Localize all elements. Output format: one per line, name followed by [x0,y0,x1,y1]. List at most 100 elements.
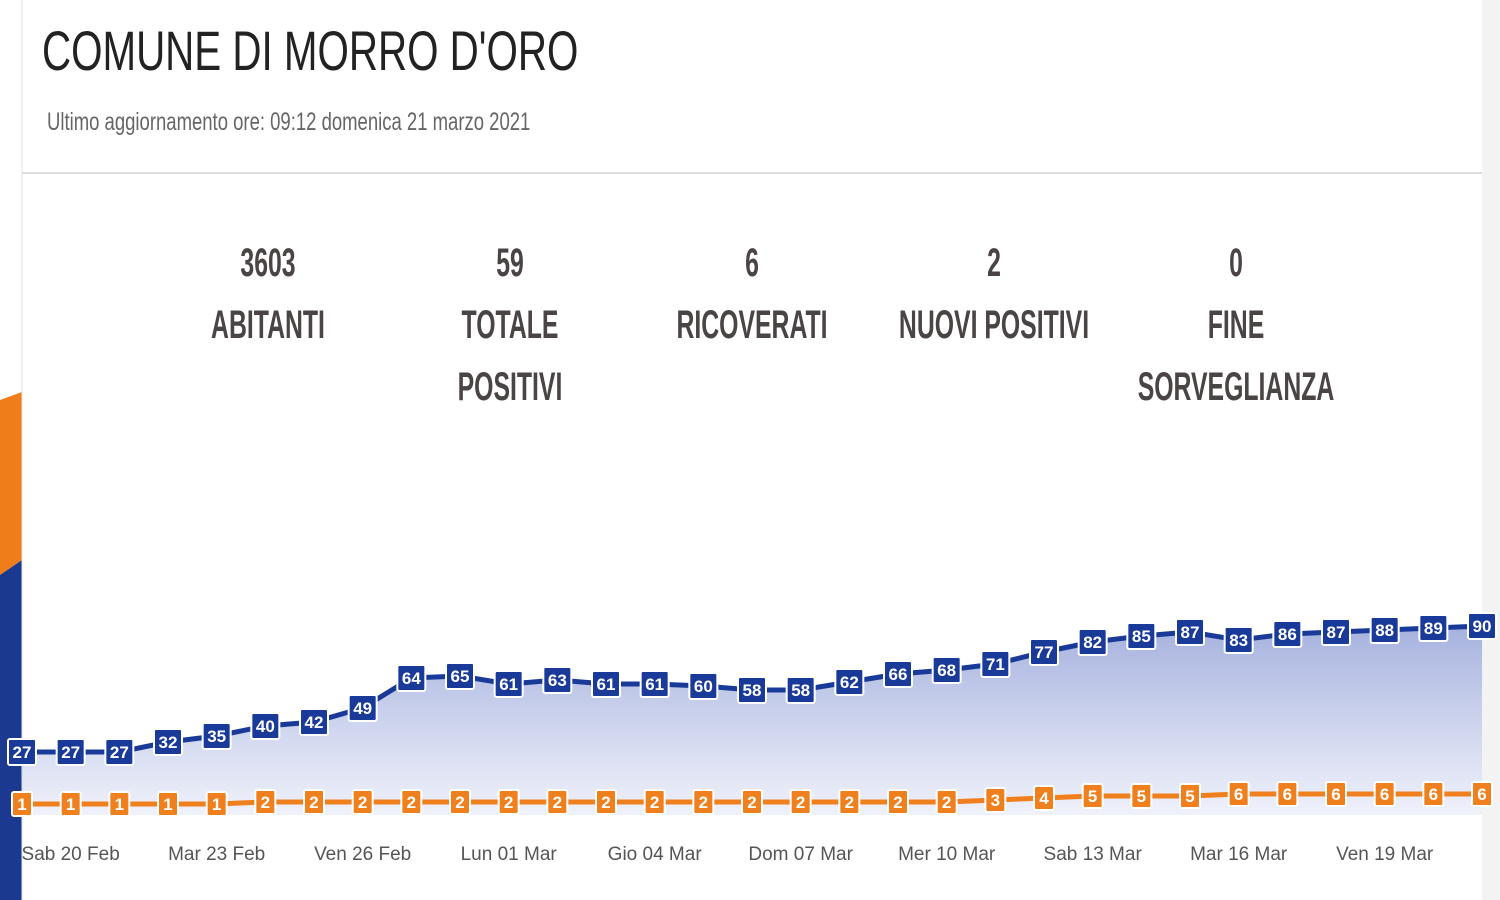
data-label: 58 [791,681,810,700]
point [347,694,378,722]
point [449,789,471,815]
point [785,676,816,704]
data-label: 66 [889,665,908,684]
point [1373,781,1396,807]
stat: 6 RICOVERATI [650,232,855,356]
data-label: 2 [747,793,756,812]
data-label: 2 [699,793,708,812]
x-tick-label: Ven 19 Mar [1336,844,1434,865]
decoration [0,560,22,900]
data-label: 2 [407,793,416,812]
point [254,789,277,815]
data-label: 61 [597,675,616,694]
point [1081,783,1104,809]
point [692,789,715,815]
point [931,656,962,684]
data-label: 6 [1234,785,1243,804]
x-tick-label: Sab 13 Mar [1044,844,1143,865]
point [497,789,520,815]
point [108,791,131,817]
data-label: 62 [840,673,859,692]
data-label: 85 [1132,627,1151,646]
stat-label: ABITANTI [211,303,325,347]
point [789,789,812,815]
data-label: 27 [61,743,80,762]
data-label: 82 [1083,633,1102,652]
point [1223,626,1254,654]
point [1276,781,1299,807]
stat-value: 0 [1229,241,1243,285]
data-label: 83 [1229,631,1248,650]
point [542,666,573,694]
point [303,789,325,815]
data-label: 1 [115,795,124,814]
data-label: 3 [991,791,1000,810]
data-label: 32 [159,733,178,752]
stat-value: 2 [987,241,1001,285]
data-label: 86 [1278,625,1297,644]
data-label: 2 [942,793,951,812]
point [55,738,86,766]
point [984,787,1007,813]
point [838,789,861,815]
point [935,789,958,815]
data-label: 6 [1429,785,1438,804]
point [1029,638,1059,666]
point [980,650,1011,678]
point [887,789,909,815]
data-label: 6 [1380,785,1389,804]
data-label: 40 [256,717,275,736]
point [201,722,232,750]
data-label: 77 [1035,643,1054,662]
point [1325,781,1347,807]
data-label: 65 [451,667,470,686]
subtitle: Ultimo aggiornamento ore: 09:12 domenica… [47,108,531,136]
decoration [1482,0,1500,900]
data-label: 2 [601,793,610,812]
data-label: 2 [650,793,659,812]
stat: 3603 ABITANTI [166,232,371,356]
data-label: 71 [986,655,1005,674]
data-label: 5 [1088,787,1097,806]
point [883,660,913,688]
x-tick-label: Mar 23 Feb [168,844,265,865]
point [104,738,135,766]
point [1471,781,1493,807]
stat-value: 59 [496,241,524,285]
data-label: 60 [694,677,713,696]
point [400,789,423,815]
point [546,789,569,815]
point [1467,612,1497,640]
x-tick-label: Ven 26 Feb [314,844,411,865]
point [1130,783,1153,809]
data-label: 2 [309,793,318,812]
point [1033,785,1055,811]
x-tick-label: Lun 01 Mar [461,844,558,865]
data-label: 27 [13,743,32,762]
point [1422,781,1445,807]
point [205,791,228,817]
data-label: 64 [402,669,421,688]
point [1369,616,1400,644]
point [7,738,37,766]
point [1077,628,1108,656]
stat-label: NUOVI POSITIVI [898,303,1090,347]
data-label: 2 [893,793,902,812]
point [59,791,82,817]
stat-value: 3603 [240,241,296,285]
data-label: 42 [305,713,324,732]
data-label: 2 [553,793,562,812]
data-label: 6 [1283,785,1292,804]
data-label: 2 [455,793,464,812]
point [11,791,33,817]
data-label: 6 [1331,785,1340,804]
data-label: 2 [261,793,270,812]
data-label: 2 [358,793,367,812]
point [737,676,767,704]
point [834,668,865,696]
data-label: 87 [1327,623,1346,642]
x-tick-label: Dom 07 Mar [748,844,853,865]
x-tick-label: Mer 10 Mar [898,844,996,865]
